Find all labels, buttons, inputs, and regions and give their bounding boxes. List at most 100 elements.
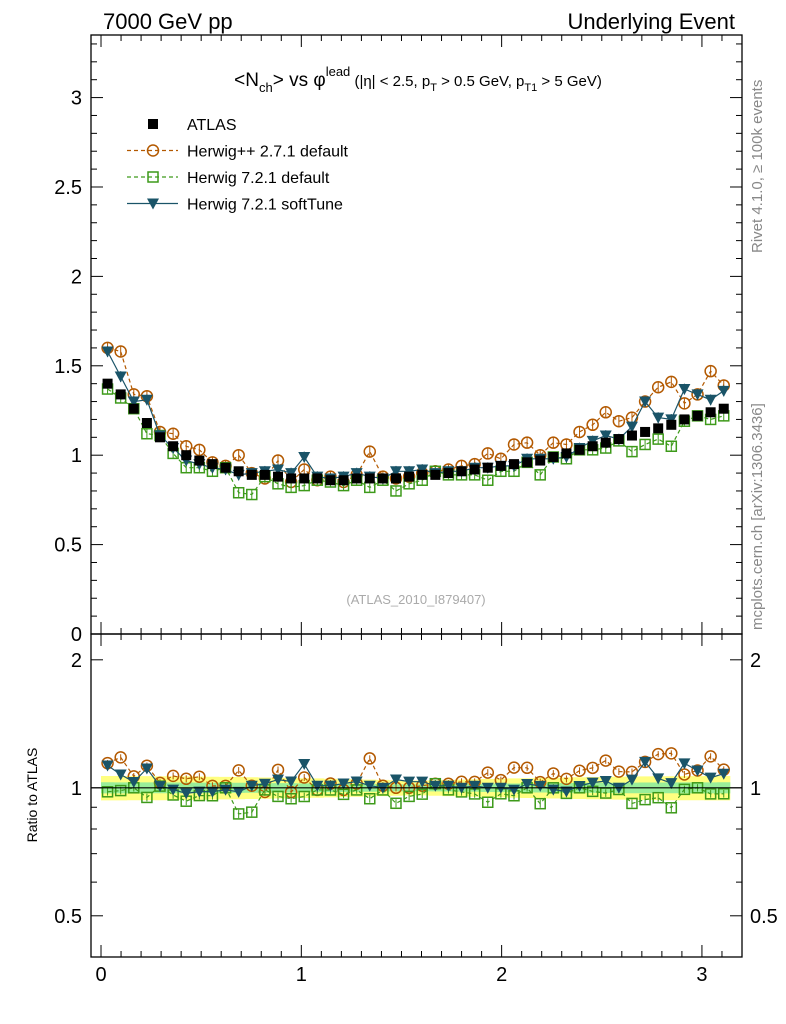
- point-herwig-7-2-1-softtune: [127, 396, 140, 408]
- ratio-point-herwig-7-2-1-softtune: [625, 774, 638, 786]
- point-herwig-2-7-1-default: [586, 418, 599, 432]
- point-atlas: [718, 403, 729, 414]
- title-cut-pt1: > 5 GeV): [537, 73, 602, 90]
- point-atlas: [286, 473, 297, 484]
- ratio-y-tick-label: 2: [71, 650, 82, 672]
- point-atlas: [653, 423, 664, 434]
- ratio-point-herwig-7-2-1-softtune: [639, 756, 652, 768]
- rivet-version-label: Rivet 4.1.0, ≥ 100k events: [749, 80, 766, 253]
- point-atlas: [587, 441, 598, 452]
- point-herwig-7-2-1-softtune: [717, 385, 730, 397]
- ratio-point-herwig-7-2-1-default: [285, 792, 297, 805]
- ratio-point-herwig-7-2-1-default: [141, 791, 153, 804]
- ratio-point-herwig-7-2-1-softtune: [337, 778, 350, 790]
- legend-label-herwig-2-7-1-default: Herwig++ 2.7.1 default: [187, 144, 349, 161]
- point-herwig-7-2-1-default: [246, 488, 258, 501]
- point-atlas: [430, 469, 441, 480]
- point-atlas: [233, 466, 244, 477]
- ratio-point-herwig-7-2-1-softtune: [272, 774, 285, 786]
- y-tick-label: 2: [71, 266, 82, 288]
- ratio-point-herwig-2-7-1-default: [481, 766, 495, 779]
- point-herwig-2-7-1-default: [612, 414, 626, 428]
- x-tick-label: 0: [95, 964, 106, 986]
- ratio-point-herwig-7-2-1-default: [678, 783, 691, 796]
- point-herwig-2-7-1-default: [363, 445, 377, 458]
- point-atlas: [338, 475, 349, 486]
- ratio-point-herwig-7-2-1-softtune: [324, 780, 337, 792]
- ratio-point-herwig-7-2-1-softtune: [442, 780, 455, 792]
- title-ch-sub: ch: [259, 80, 273, 95]
- legend-label-atlas: ATLAS: [187, 117, 237, 134]
- title-t1-sub: T1: [524, 82, 537, 94]
- ratio-point-herwig-7-2-1-softtune: [665, 778, 678, 790]
- point-herwig-7-2-1-softtune: [652, 412, 665, 424]
- ratio-frame: [90, 633, 743, 958]
- ratio-point-herwig-7-2-1-softtune: [206, 786, 219, 798]
- ratio-point-herwig-7-2-1-softtune: [101, 760, 114, 772]
- point-atlas: [377, 473, 388, 484]
- ratio-point-herwig-7-2-1-softtune: [717, 768, 730, 780]
- point-atlas: [404, 471, 415, 482]
- point-atlas: [443, 468, 454, 479]
- point-atlas: [115, 389, 126, 400]
- point-atlas: [168, 441, 179, 452]
- ratio-point-herwig-2-7-1-default: [599, 754, 613, 767]
- point-atlas: [469, 464, 480, 475]
- point-atlas: [548, 451, 559, 462]
- point-atlas: [561, 448, 572, 459]
- point-atlas: [456, 466, 467, 477]
- ratio-point-herwig-7-2-1-softtune: [691, 765, 704, 777]
- point-atlas: [626, 430, 637, 441]
- point-herwig-2-7-1-default: [704, 364, 717, 378]
- ratio-point-herwig-7-2-1-softtune: [245, 780, 258, 792]
- point-atlas: [666, 419, 677, 430]
- plot-title: <Nch> vs φlead (|η| < 2.5, pT > 0.5 GeV,…: [234, 64, 602, 95]
- ratio-point-herwig-7-2-1-softtune: [154, 781, 167, 793]
- point-herwig-2-7-1-default: [507, 438, 521, 451]
- point-atlas: [574, 444, 585, 455]
- title-vs: > vs φ: [273, 70, 326, 91]
- ratio-point-herwig-2-7-1-default: [297, 771, 311, 784]
- header-left: 7000 GeV pp: [103, 9, 233, 34]
- ratio-point-herwig-7-2-1-default: [639, 793, 651, 806]
- header-right: Underlying Event: [567, 9, 735, 34]
- ratio-point-herwig-2-7-1-default: [586, 761, 599, 775]
- point-herwig-7-2-1-softtune: [704, 394, 717, 406]
- x-tick-label: 1: [296, 964, 307, 986]
- point-herwig-7-2-1-softtune: [272, 464, 285, 476]
- ratio-line-herwig-2-7-1-default: [107, 752, 725, 794]
- ratio-point-herwig-7-2-1-softtune: [429, 780, 442, 792]
- legend-marker-atlas: [148, 119, 158, 129]
- ratio-y-tick-label-right: 2: [750, 650, 761, 672]
- ratio-point-herwig-2-7-1-default: [704, 750, 717, 763]
- ratio-point-herwig-7-2-1-default: [534, 797, 546, 810]
- ratio-point-herwig-7-2-1-softtune: [468, 780, 481, 792]
- ratio-point-herwig-7-2-1-softtune: [258, 778, 271, 790]
- point-atlas: [312, 473, 323, 484]
- ratio-point-herwig-7-2-1-softtune: [363, 780, 376, 792]
- ratio-point-herwig-7-2-1-softtune: [534, 780, 547, 792]
- ratio-point-herwig-7-2-1-softtune: [193, 786, 206, 798]
- ratio-point-herwig-7-2-1-default: [652, 791, 664, 804]
- y-tick-label: 3: [71, 88, 82, 110]
- ratio-point-herwig-2-7-1-default: [363, 752, 377, 765]
- point-atlas: [246, 469, 257, 480]
- ratio-point-herwig-7-2-1-softtune: [180, 788, 193, 800]
- ratio-point-herwig-2-7-1-default: [573, 764, 586, 777]
- point-herwig-7-2-1-default: [626, 445, 638, 458]
- ratio-point-herwig-7-2-1-softtune: [586, 777, 599, 789]
- ratio-point-herwig-7-2-1-softtune: [560, 786, 573, 798]
- point-atlas: [522, 457, 533, 468]
- ratio-point-herwig-7-2-1-default: [390, 797, 402, 810]
- ratio-point-herwig-7-2-1-softtune: [573, 781, 586, 793]
- ratio-point-herwig-7-2-1-softtune: [521, 778, 534, 790]
- point-herwig-7-2-1-softtune: [691, 389, 704, 401]
- point-herwig-2-7-1-default: [547, 436, 560, 449]
- title-lead-sup: lead: [326, 64, 351, 79]
- title-cut-pt: > 0.5 GeV, p: [437, 73, 524, 90]
- ratio-y-tick-label-right: 0.5: [750, 906, 778, 928]
- point-atlas: [141, 418, 152, 429]
- point-herwig-2-7-1-default: [193, 443, 206, 457]
- point-herwig-7-2-1-default: [665, 440, 678, 453]
- ratio-axis-label: Ratio to ATLAS: [24, 748, 40, 843]
